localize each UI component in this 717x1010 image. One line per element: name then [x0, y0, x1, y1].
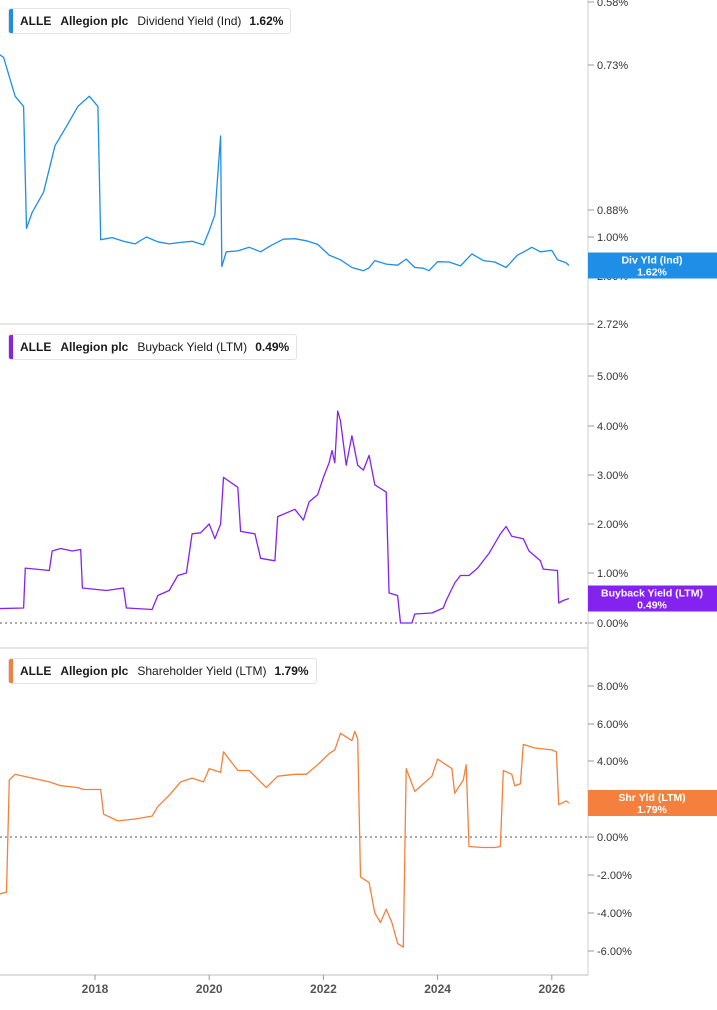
legend-ticker: ALLE [20, 340, 52, 354]
y-axis-tick-label: 3.00% [597, 470, 628, 482]
x-axis-tick-label: 2024 [424, 982, 451, 996]
y-axis-tick-label: -4.00% [597, 908, 632, 920]
y-axis-tick-label: 5.00% [597, 371, 628, 383]
y-axis-tick-label: 8.00% [597, 681, 628, 693]
x-axis-tick-label: 2026 [538, 982, 565, 996]
x-axis-tick-label: 2022 [310, 982, 337, 996]
legend-series-label: Dividend Yield (Ind) [137, 14, 242, 28]
series-color-swatch [9, 659, 13, 683]
series-color-swatch [9, 9, 13, 33]
value-badge-label: Buyback Yield (LTM) [601, 588, 703, 600]
y-axis-tick-label: -6.00% [597, 946, 632, 958]
value-badge [588, 585, 717, 612]
value-badge-value: 1.79% [637, 804, 667, 816]
y-axis-tick-label: 6.00% [597, 719, 628, 731]
y-axis-tick-label: 4.00% [597, 421, 628, 433]
legend-shareholder-yield[interactable]: ALLE Allegion plc Shareholder Yield (LTM… [8, 658, 317, 684]
value-badge-label: Shr Yld (LTM) [618, 792, 685, 804]
y-axis-tick-label: 0.00% [597, 832, 628, 844]
legend-latest-value: 1.79% [274, 664, 309, 678]
legend-dividend-yield[interactable]: ALLE Allegion plc Dividend Yield (Ind) 1… [8, 8, 292, 34]
y-axis-tick-label: 0.58% [597, 0, 628, 9]
legend-series-label: Buyback Yield (LTM) [137, 340, 248, 354]
y-axis-tick-label: 0.73% [597, 60, 628, 72]
legend-series-label: Shareholder Yield (LTM) [137, 664, 267, 678]
legend-ticker: ALLE [20, 664, 52, 678]
legend-latest-value: 1.62% [249, 14, 284, 28]
value-badge-value: 0.49% [637, 600, 667, 612]
series-line [0, 730, 570, 948]
series-line [0, 410, 570, 624]
series-color-swatch [9, 335, 13, 359]
legend-ticker: ALLE [20, 14, 52, 28]
legend-buyback-yield[interactable]: ALLE Allegion plc Buyback Yield (LTM) 0.… [8, 334, 298, 360]
value-badge-value: 1.62% [637, 267, 667, 279]
value-badge [588, 252, 717, 279]
x-axis-tick-label: 2020 [196, 982, 223, 996]
y-axis-tick-label: 1.00% [597, 568, 628, 580]
legend-company: Allegion plc [60, 664, 129, 678]
y-axis-tick-label: 2.72% [597, 319, 628, 331]
legend-company: Allegion plc [60, 14, 129, 28]
y-axis-tick-label: 0.00% [597, 618, 628, 630]
y-axis-tick-label: 1.00% [597, 232, 628, 244]
x-axis-tick-label: 2018 [82, 982, 109, 996]
y-axis-tick-label: 2.00% [597, 519, 628, 531]
legend-latest-value: 0.49% [255, 340, 290, 354]
value-badge [588, 789, 717, 816]
y-axis-tick-label: 4.00% [597, 756, 628, 768]
legend-company: Allegion plc [60, 340, 129, 354]
value-badge-label: Div Yld (Ind) [621, 255, 682, 267]
y-axis-tick-label: 0.88% [597, 205, 628, 217]
series-line [0, 54, 570, 272]
y-axis-tick-label: -2.00% [597, 870, 632, 882]
